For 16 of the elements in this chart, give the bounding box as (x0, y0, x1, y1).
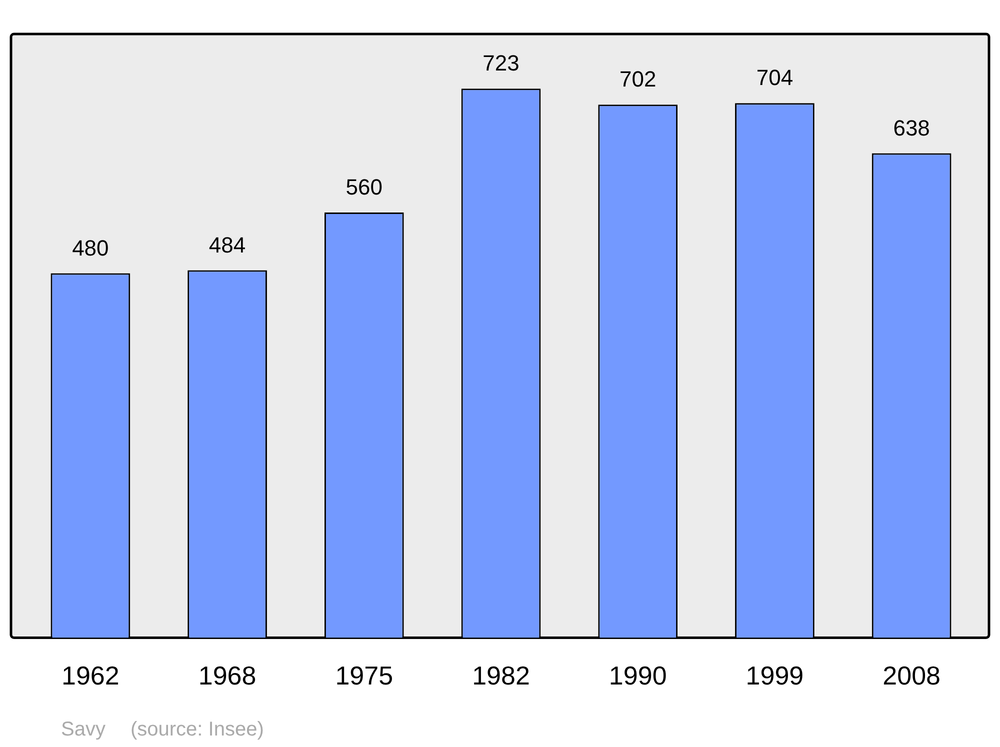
x-tick-label: 1999 (746, 660, 804, 691)
x-tick-label: 1982 (472, 660, 530, 691)
x-tick-label: 1975 (335, 660, 394, 691)
data-label: 702 (620, 66, 656, 92)
data-label: 480 (72, 235, 109, 260)
x-tick-label: 1990 (608, 660, 667, 691)
x-tick-label: 1962 (62, 660, 120, 691)
text: Savy (61, 718, 106, 741)
text: (source: Insee) (130, 718, 264, 741)
x-tick-label: 1968 (198, 660, 256, 691)
data-label: 723 (482, 50, 520, 76)
data-label: 638 (893, 115, 930, 140)
data-label: 704 (756, 65, 794, 90)
data-label: 484 (208, 232, 246, 258)
data-label: 560 (346, 174, 382, 200)
x-tick-label: 2008 (882, 660, 940, 691)
